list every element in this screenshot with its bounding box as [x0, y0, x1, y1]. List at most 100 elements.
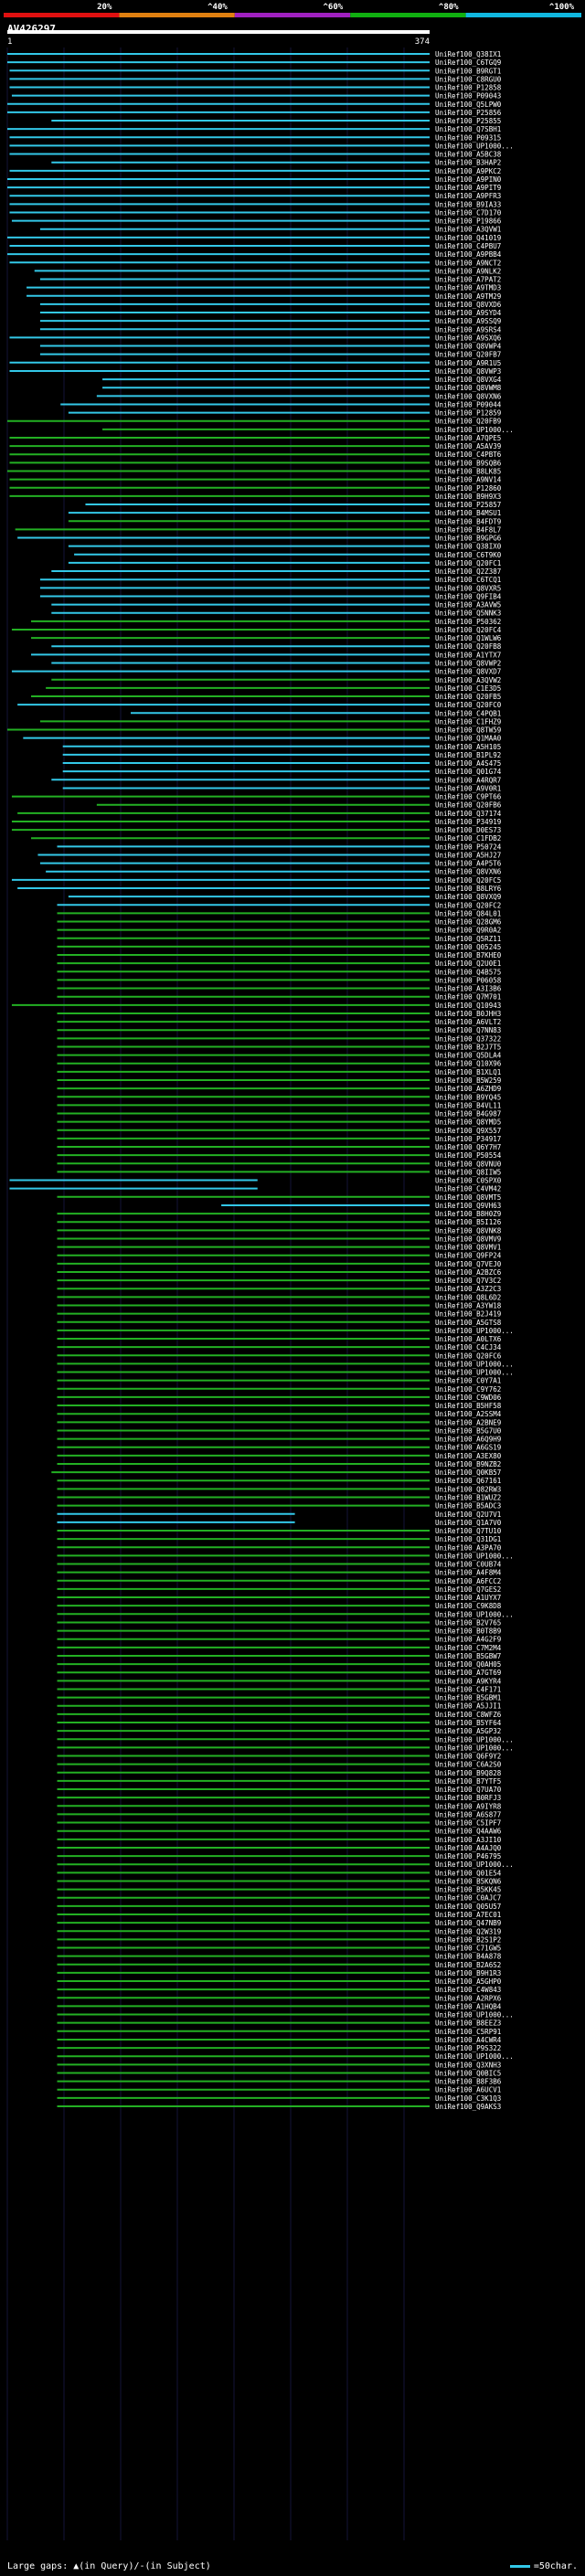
hit-label[interactable]: UniRef100_UP1000...: [435, 1610, 514, 1618]
hit-label[interactable]: UniRef100_P50724: [435, 843, 502, 851]
hit-row[interactable]: UniRef100_Q20FB7: [39, 351, 501, 359]
hit-row[interactable]: UniRef100_P09043: [11, 92, 501, 101]
hit-label[interactable]: UniRef100_A3JI10: [435, 1836, 502, 1844]
hit-label[interactable]: UniRef100_A5GHP0: [435, 1977, 502, 1986]
hit-label[interactable]: UniRef100_C7D170: [435, 208, 502, 217]
hit-label[interactable]: UniRef100_P09315: [435, 133, 501, 142]
hit-label[interactable]: UniRef100_B2J419: [435, 1310, 501, 1319]
hit-row[interactable]: UniRef100_B2J7T5: [57, 1043, 501, 1051]
hit-label[interactable]: UniRef100_Q9FIB4: [435, 592, 502, 600]
hit-row[interactable]: UniRef100_B2J419: [57, 1310, 501, 1319]
hit-row[interactable]: UniRef100_UP1000...: [102, 426, 514, 434]
hit-row[interactable]: UniRef100_Q8L6D2: [57, 1293, 501, 1301]
hit-label[interactable]: UniRef100_B5I126: [435, 1218, 502, 1226]
hit-label[interactable]: UniRef100_Q84L01: [435, 909, 501, 917]
hit-label[interactable]: UniRef100_A2RPX6: [435, 1994, 502, 2002]
hit-label[interactable]: UniRef100_B9Q828: [435, 1769, 502, 1777]
hit-row[interactable]: UniRef100_Q8VXN6: [46, 868, 502, 876]
hit-row[interactable]: UniRef100_B9Q828: [57, 1769, 502, 1777]
hit-row[interactable]: UniRef100_Q20FC0: [17, 701, 502, 709]
hit-label[interactable]: UniRef100_P34919: [435, 818, 501, 826]
hit-row[interactable]: UniRef100_A5AV39: [9, 442, 501, 451]
hit-label[interactable]: UniRef100_C6A2S0: [435, 1761, 502, 1769]
hit-label[interactable]: UniRef100_B5W259: [435, 1076, 501, 1085]
hit-label[interactable]: UniRef100_A6FCC2: [435, 1577, 501, 1585]
hit-row[interactable]: UniRef100_B9RGT1: [9, 67, 501, 75]
hit-label[interactable]: UniRef100_Q0BIC5: [435, 2069, 501, 2077]
hit-label[interactable]: UniRef100_A4RQR7: [435, 776, 501, 784]
hit-label[interactable]: UniRef100_UP1000...: [435, 1744, 514, 1752]
hit-row[interactable]: UniRef100_B2V765: [57, 1618, 501, 1627]
hit-row[interactable]: UniRef100_B9GPG6: [17, 535, 502, 543]
hit-row[interactable]: UniRef100_A2RPX6: [57, 1994, 502, 2002]
hit-label[interactable]: UniRef100_P09043: [435, 92, 501, 101]
hit-label[interactable]: UniRef100_B5GBW7: [435, 1652, 501, 1660]
hit-label[interactable]: UniRef100_A1UYX7: [435, 1594, 501, 1602]
hit-label[interactable]: UniRef100_UP1000...: [435, 1552, 514, 1560]
hit-row[interactable]: UniRef100_B5GBM1: [57, 1694, 501, 1702]
hit-label[interactable]: UniRef100_P25856: [435, 109, 502, 117]
hit-row[interactable]: UniRef100_Q8IIW5: [57, 1168, 501, 1176]
hit-label[interactable]: UniRef100_A3QVW2: [435, 676, 501, 684]
hit-row[interactable]: UniRef100_UP1000...: [57, 1610, 514, 1618]
hit-label[interactable]: UniRef100_C4W843: [435, 1986, 501, 1994]
hit-row[interactable]: UniRef100_UP1000...: [57, 2052, 514, 2061]
hit-row[interactable]: UniRef100_A3AVW5: [51, 601, 501, 610]
hit-row[interactable]: UniRef100_Q20FC4: [11, 626, 502, 634]
hit-label[interactable]: UniRef100_C6TGQ9: [435, 58, 501, 67]
hit-row[interactable]: UniRef100_A2BZC6: [57, 1268, 502, 1277]
hit-label[interactable]: UniRef100_Q67161: [435, 1477, 501, 1485]
hit-row[interactable]: UniRef100_C9PT66: [11, 793, 502, 801]
hit-row[interactable]: UniRef100_Q20FC2: [57, 901, 501, 909]
hit-label[interactable]: UniRef100_C8WFZ6: [435, 1711, 502, 1719]
hit-row[interactable]: UniRef100_Q2U0E1: [57, 959, 501, 968]
hit-label[interactable]: UniRef100_B4G987: [435, 1110, 501, 1118]
hit-label[interactable]: UniRef100_UP1000...: [435, 1327, 514, 1335]
hit-label[interactable]: UniRef100_A3Z2C3: [435, 1285, 501, 1293]
hit-label[interactable]: UniRef100_A0LTX6: [435, 1335, 502, 1343]
hit-row[interactable]: UniRef100_A6GS19: [57, 1444, 501, 1452]
hit-label[interactable]: UniRef100_A4P5T6: [435, 860, 502, 868]
hit-row[interactable]: UniRef100_A5GTS8: [57, 1319, 502, 1327]
hit-label[interactable]: UniRef100_C6T9K0: [435, 551, 502, 559]
hit-label[interactable]: UniRef100_Q5RZ11: [435, 935, 501, 943]
hit-row[interactable]: UniRef100_B9H1R3: [57, 1969, 501, 1977]
hit-row[interactable]: UniRef100_A9NV14: [9, 476, 502, 484]
hit-row[interactable]: UniRef100_C0AJC7: [57, 1894, 501, 1903]
hit-row[interactable]: UniRef100_Q9X557: [57, 1127, 501, 1135]
hit-row[interactable]: UniRef100_B5ADC3: [57, 1502, 501, 1511]
hit-label[interactable]: UniRef100_D0ES73: [435, 826, 501, 834]
hit-label[interactable]: UniRef100_Q47NB9: [435, 1919, 501, 1927]
hit-label[interactable]: UniRef100_A9PFR3: [435, 192, 501, 200]
hit-label[interactable]: UniRef100_A9PKC2: [435, 167, 501, 175]
hit-label[interactable]: UniRef100_Q8L6D2: [435, 1293, 501, 1301]
hit-row[interactable]: UniRef100_Q8VXN6: [96, 392, 502, 400]
hit-row[interactable]: UniRef100_Q7TU10: [57, 1527, 502, 1535]
hit-label[interactable]: UniRef100_Q7GES2: [435, 1585, 501, 1594]
hit-row[interactable]: UniRef100_B8F3B6: [57, 2078, 502, 2086]
hit-row[interactable]: UniRef100_A3JI10: [57, 1836, 502, 1844]
hit-row[interactable]: UniRef100_P9S322: [57, 2044, 501, 2052]
hit-row[interactable]: UniRef100_Q8VXR5: [39, 584, 501, 592]
hit-label[interactable]: UniRef100_A9SXQ6: [435, 334, 502, 342]
hit-row[interactable]: UniRef100_A9PFR3: [9, 192, 501, 200]
hit-label[interactable]: UniRef100_Q9X557: [435, 1127, 501, 1135]
hit-label[interactable]: UniRef100_Q0AH05: [435, 1660, 501, 1669]
hit-row[interactable]: UniRef100_C4VM42: [9, 1185, 501, 1193]
hit-label[interactable]: UniRef100_Q8VWP4: [435, 343, 502, 351]
hit-row[interactable]: UniRef100_P12858: [9, 84, 502, 92]
hit-row[interactable]: UniRef100_A3I3B6: [57, 985, 502, 993]
hit-row[interactable]: UniRef100_P09044: [60, 400, 502, 408]
hit-label[interactable]: UniRef100_B4A878: [435, 1953, 502, 1961]
hit-row[interactable]: UniRef100_Q0AH05: [57, 1660, 501, 1669]
hit-label[interactable]: UniRef100_A3QVW1: [435, 226, 501, 234]
hit-label[interactable]: UniRef100_Q2U7V1: [435, 1511, 501, 1519]
hit-row[interactable]: UniRef100_C0Y7A1: [57, 1377, 501, 1385]
hit-label[interactable]: UniRef100_A1YTX7: [435, 651, 501, 659]
hit-row[interactable]: UniRef100_Q4AAW6: [57, 1828, 502, 1836]
hit-label[interactable]: UniRef100_B9H1R3: [435, 1969, 501, 1977]
hit-row[interactable]: UniRef100_A5GHP0: [57, 1977, 502, 1986]
hit-row[interactable]: UniRef100_A3EX80: [57, 1452, 502, 1460]
hit-label[interactable]: UniRef100_A3I3B6: [435, 985, 502, 993]
hit-row[interactable]: UniRef100_B4MSU1: [68, 509, 501, 517]
